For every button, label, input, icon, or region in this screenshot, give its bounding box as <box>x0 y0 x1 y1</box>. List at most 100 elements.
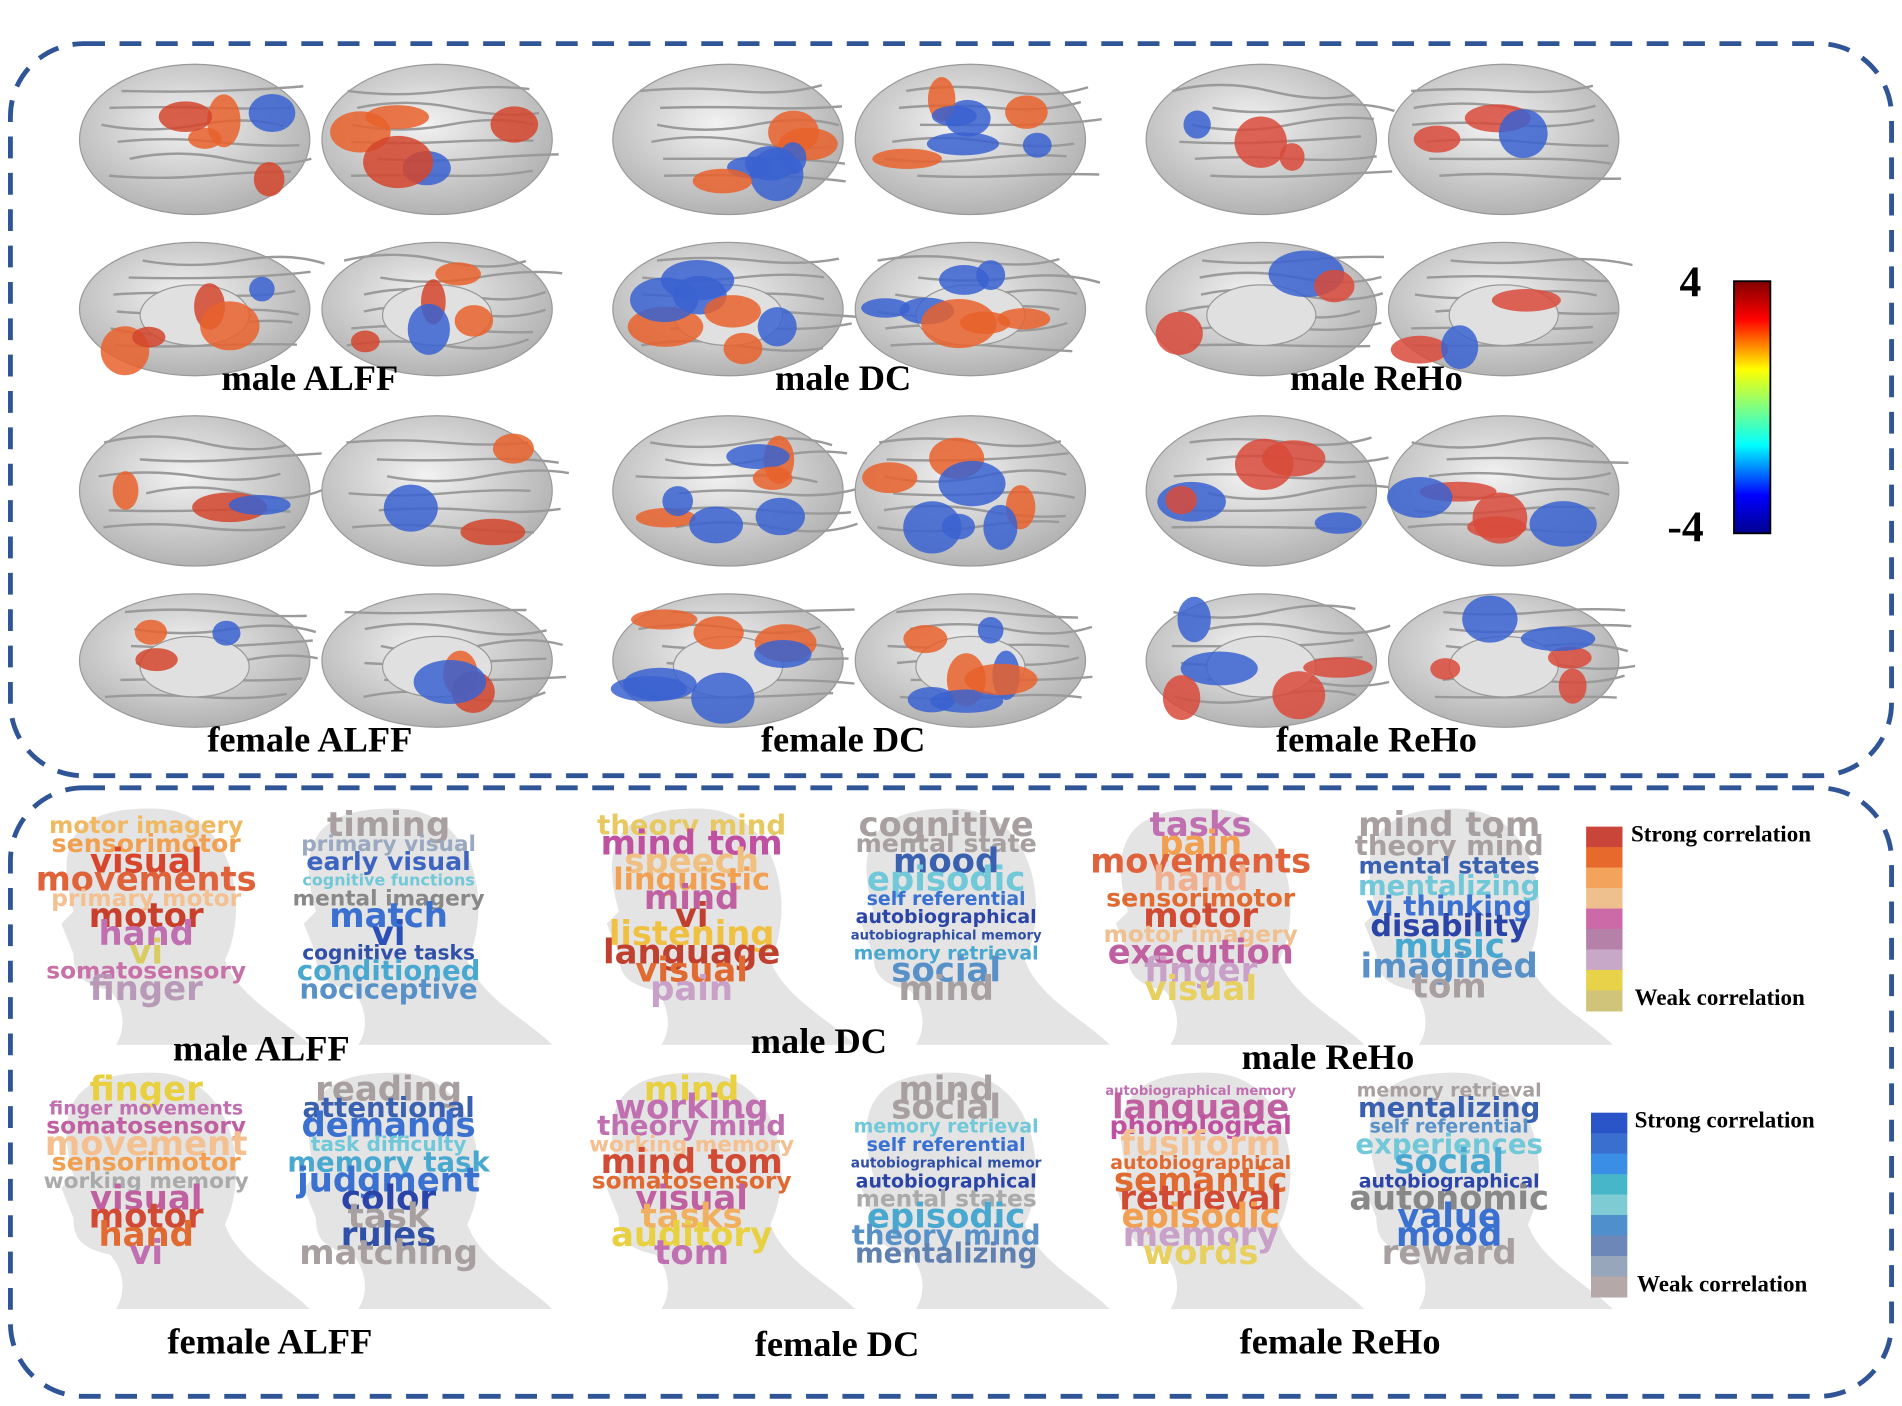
cloud-word: mentalizing <box>1358 1092 1540 1124</box>
cloud-word: sensorimotor <box>1106 883 1296 912</box>
gyrus <box>386 469 570 483</box>
activation-blob <box>689 506 744 544</box>
activation-blob <box>1314 512 1362 534</box>
activation-blob <box>1303 657 1373 678</box>
cloud-word: mood <box>893 842 999 881</box>
cloud-word: conditioned <box>297 955 480 987</box>
activation-blob <box>1165 486 1197 515</box>
legend-swatch <box>1590 1133 1628 1155</box>
cloud-word: pain <box>1159 824 1242 863</box>
gyrus <box>660 105 843 110</box>
cloud-word: experiences <box>1355 1128 1542 1160</box>
cloud-word: demands <box>302 1107 476 1146</box>
cloud-word: finger <box>90 1070 204 1109</box>
cloud-word: motor <box>1143 897 1258 936</box>
legend-swatch <box>1586 867 1623 889</box>
cloud-word: motor imagery <box>49 812 243 839</box>
gyrus <box>1450 257 1633 267</box>
cloud-word: self referential <box>867 1134 1026 1156</box>
cloud-word: memory task <box>287 1147 490 1179</box>
gyrus <box>121 85 304 93</box>
activation-blob <box>862 462 918 494</box>
cloud-word: cognitive <box>859 805 1034 844</box>
legend-swatch <box>1590 1153 1628 1175</box>
legend-swatch <box>1586 949 1623 971</box>
activation-blob <box>1155 311 1203 355</box>
gyrus <box>364 622 547 636</box>
activation-blob <box>407 303 450 355</box>
cloud-word: self referential <box>867 888 1026 910</box>
gyrus <box>1426 274 1609 283</box>
head-silhouette <box>606 808 856 1045</box>
cloud-word: attentional <box>302 1092 474 1124</box>
legend-bottom: Weak correlation <box>1635 984 1805 1010</box>
cloud-word: hand <box>98 915 193 954</box>
legend-swatch <box>1586 826 1623 848</box>
cloud-word: auditory <box>611 1216 772 1255</box>
legend-swatch <box>1586 908 1623 930</box>
activation-blob <box>1180 651 1258 686</box>
activation-blob <box>365 105 429 129</box>
cloud-word: visual <box>90 1179 203 1218</box>
activation-blob <box>228 495 291 515</box>
gyrus <box>1410 84 1594 94</box>
cloud-word: theory mind <box>852 1219 1041 1251</box>
cloud-word: phonological <box>1110 1111 1292 1140</box>
gyrus <box>1207 484 1391 501</box>
cloud-word: motor <box>89 1198 204 1237</box>
gyrus <box>128 270 311 280</box>
head-silhouette <box>861 1072 1110 1310</box>
activation-blob <box>1558 668 1587 704</box>
activation-blob <box>1430 658 1461 680</box>
cloud-word: movement <box>45 1125 248 1164</box>
activation-blob <box>132 326 166 348</box>
activation-blob <box>704 295 762 328</box>
cloud-word: mentalizing <box>855 1237 1037 1269</box>
activation-blob <box>754 639 812 668</box>
activation-blob <box>976 260 1006 290</box>
cloud-word: hand <box>1153 861 1248 900</box>
gyrus <box>145 486 329 500</box>
activation-blob <box>755 497 805 536</box>
cloud-word: finger movements <box>49 1098 243 1120</box>
word-cloud-label: female DC <box>755 1324 920 1364</box>
head-silhouette <box>1364 808 1613 1045</box>
cloud-word: sensorimotor <box>52 829 242 858</box>
cloud-word: mental states <box>856 1185 1037 1212</box>
cloud-word: mind <box>644 879 739 918</box>
gyrus <box>1191 116 1374 132</box>
activation-blob <box>1162 675 1201 721</box>
cloud-word: mental state <box>855 829 1036 858</box>
activation-blob <box>1272 671 1326 720</box>
cloud-word: vi thinking <box>1366 890 1532 922</box>
legend-swatch <box>1590 1255 1628 1278</box>
top-panel <box>8 41 1894 779</box>
gyrus <box>139 452 322 463</box>
activation-blob <box>454 305 494 337</box>
cloud-word: cognitive tasks <box>302 940 475 964</box>
activation-blob <box>1467 516 1527 539</box>
activation-blob <box>930 689 1004 713</box>
cloud-word: self referential <box>1370 1116 1529 1138</box>
colorbar <box>1733 280 1772 535</box>
cloud-word: episodic <box>867 1198 1025 1237</box>
cloud-word: hand <box>98 1216 193 1255</box>
bottom-panel <box>8 785 1894 1399</box>
cloud-word: autobiographical memory <box>851 929 1042 944</box>
cloud-word: motor imagery <box>1104 921 1298 948</box>
activation-blob <box>903 501 962 554</box>
cloud-word: working memory <box>589 1132 794 1157</box>
activation-blob <box>1413 125 1461 153</box>
activation-blob <box>1177 596 1211 643</box>
gyrus <box>878 437 1062 448</box>
activation-blob <box>200 301 260 351</box>
cloud-word: execution <box>1108 932 1294 971</box>
cloud-word: imagined <box>1361 948 1538 987</box>
gyrus <box>678 486 861 497</box>
activation-blob <box>610 676 687 702</box>
activation-blob <box>492 433 534 464</box>
cloud-word: value <box>1397 1198 1501 1237</box>
gyrus <box>1446 456 1629 465</box>
activation-blob <box>692 168 753 194</box>
cloud-word: social <box>891 952 1001 991</box>
